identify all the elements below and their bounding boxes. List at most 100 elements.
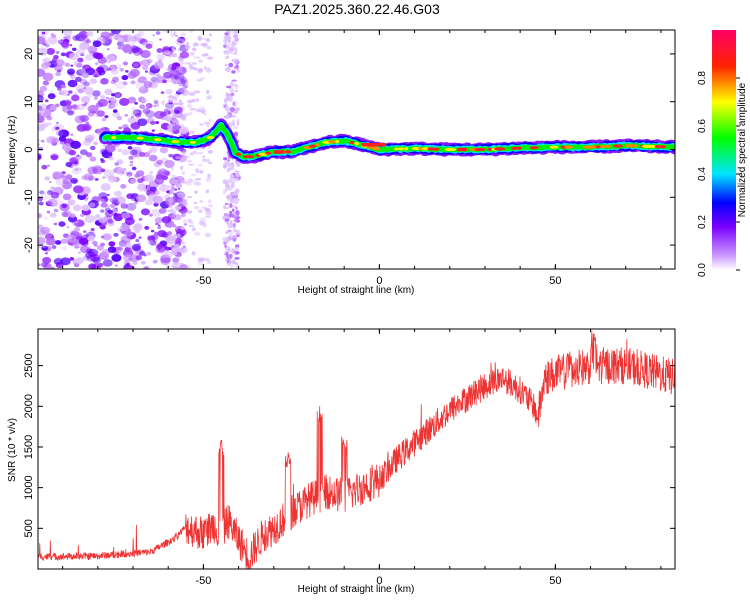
noise-blob bbox=[43, 216, 48, 220]
noise-blob bbox=[50, 154, 59, 161]
noise-blob bbox=[97, 98, 109, 107]
noise-blob bbox=[50, 186, 55, 190]
noise-blob bbox=[168, 197, 174, 203]
noise-blob bbox=[141, 65, 149, 71]
noise-blob bbox=[38, 94, 44, 103]
noise-blob bbox=[148, 154, 158, 162]
noise-blob bbox=[171, 66, 177, 71]
noise-blob bbox=[142, 108, 151, 115]
noise-blob bbox=[46, 190, 54, 195]
y-tick-label: -10 bbox=[23, 189, 35, 205]
noise-blob bbox=[127, 116, 136, 124]
noise-blob bbox=[227, 223, 233, 229]
noise-blob bbox=[81, 72, 90, 79]
noise-blob bbox=[150, 186, 157, 192]
noise-blob bbox=[92, 71, 100, 78]
noise-blob bbox=[179, 51, 190, 59]
noise-blob bbox=[206, 96, 211, 100]
noise-blob bbox=[175, 156, 183, 160]
noise-blob bbox=[196, 181, 202, 186]
ridge-hotspot bbox=[170, 140, 180, 144]
ridge-hotspot bbox=[510, 146, 519, 150]
noise-blob bbox=[230, 92, 235, 97]
noise-blob bbox=[88, 263, 97, 269]
noise-blob bbox=[100, 196, 109, 203]
noise-blob bbox=[100, 158, 104, 161]
noise-blob bbox=[224, 188, 229, 192]
noise-blob bbox=[122, 81, 127, 85]
spectrogram-y-ticks: -20 -10 0 10 20 bbox=[23, 48, 675, 253]
noise-blob bbox=[138, 86, 149, 94]
noise-blob bbox=[74, 168, 79, 171]
noise-blob bbox=[108, 155, 112, 159]
noise-blob bbox=[228, 253, 233, 260]
noise-blob bbox=[89, 156, 97, 162]
noise-blob bbox=[222, 163, 228, 169]
noise-blob bbox=[66, 234, 77, 243]
noise-blob bbox=[100, 78, 109, 85]
noise-blob bbox=[58, 221, 66, 227]
noise-blob bbox=[169, 130, 174, 135]
y-tick-label: 10 bbox=[23, 96, 35, 108]
noise-blob bbox=[140, 59, 151, 67]
noise-blob bbox=[134, 153, 138, 157]
noise-blob bbox=[50, 266, 55, 269]
noise-blob bbox=[176, 122, 180, 125]
noise-blob bbox=[108, 241, 116, 247]
noise-blob bbox=[231, 248, 235, 254]
y-tick-label: 20 bbox=[23, 48, 35, 60]
noise-blob bbox=[184, 81, 189, 87]
noise-blob bbox=[70, 64, 74, 67]
noise-blob bbox=[77, 57, 84, 63]
noise-blob bbox=[145, 104, 150, 108]
noise-blob bbox=[197, 35, 203, 41]
noise-blob bbox=[234, 47, 238, 54]
noise-blob bbox=[91, 165, 103, 174]
noise-blob bbox=[172, 266, 179, 269]
noise-blob bbox=[208, 118, 213, 123]
noise-blob bbox=[192, 150, 197, 155]
noise-blob bbox=[198, 59, 203, 63]
noise-blob bbox=[100, 202, 108, 208]
noise-blob bbox=[86, 31, 94, 37]
noise-blob bbox=[61, 171, 66, 175]
noise-blob bbox=[150, 76, 158, 83]
noise-blob bbox=[182, 245, 186, 248]
ridge-green bbox=[102, 122, 675, 160]
noise-blob bbox=[106, 67, 112, 71]
noise-blob bbox=[236, 118, 240, 123]
noise-blob bbox=[92, 40, 102, 48]
noise-blob bbox=[110, 79, 117, 85]
noise-blob bbox=[147, 239, 154, 245]
noise-blob bbox=[223, 204, 227, 210]
noise-blob bbox=[129, 163, 134, 167]
noise-blob bbox=[168, 122, 180, 132]
noise-blob bbox=[227, 156, 231, 160]
noise-blob bbox=[93, 96, 98, 100]
noise-blob bbox=[78, 116, 83, 120]
noise-blob bbox=[61, 203, 68, 209]
noise-blob bbox=[42, 80, 50, 86]
noise-blob bbox=[225, 237, 230, 243]
noise-blob bbox=[179, 262, 184, 265]
noise-blob bbox=[117, 227, 124, 233]
noise-blob bbox=[156, 48, 163, 53]
noise-blob bbox=[50, 89, 54, 93]
ridge-hotspot bbox=[595, 145, 601, 149]
noise-blob bbox=[179, 43, 185, 48]
noise-blob bbox=[104, 115, 109, 119]
noise-blob bbox=[233, 65, 240, 70]
noise-blob bbox=[62, 193, 72, 201]
noise-blob bbox=[71, 104, 78, 109]
noise-blob bbox=[110, 30, 121, 35]
noise-blob bbox=[224, 244, 227, 249]
noise-blob bbox=[38, 139, 41, 143]
noise-blob bbox=[121, 75, 129, 81]
noise-blob bbox=[207, 204, 214, 208]
noise-blob bbox=[206, 95, 213, 99]
noise-blob bbox=[203, 65, 207, 71]
noise-blob bbox=[61, 246, 68, 251]
noise-blob bbox=[152, 34, 156, 37]
snr-background bbox=[38, 329, 675, 569]
